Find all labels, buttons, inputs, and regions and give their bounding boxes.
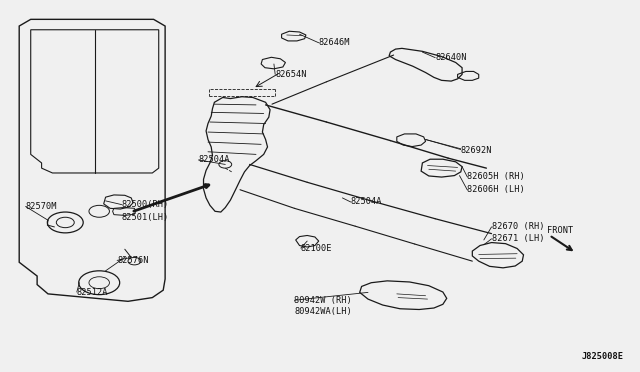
Text: 82605H (RH): 82605H (RH) (467, 172, 525, 181)
Text: 82671 (LH): 82671 (LH) (492, 234, 544, 243)
Text: 80942WA(LH): 80942WA(LH) (294, 307, 352, 316)
Text: 82692N: 82692N (461, 146, 492, 155)
Text: 82646M: 82646M (319, 38, 350, 47)
Text: 82670 (RH): 82670 (RH) (492, 222, 544, 231)
Text: J825008E: J825008E (582, 352, 624, 361)
Text: 82576N: 82576N (117, 256, 148, 265)
Text: 82654N: 82654N (275, 70, 307, 79)
Text: 82570M: 82570M (26, 202, 57, 211)
Text: 82512A: 82512A (77, 288, 108, 296)
Text: 82504A: 82504A (198, 155, 230, 164)
Text: 82640N: 82640N (435, 53, 467, 62)
Text: 82504A: 82504A (351, 198, 382, 206)
Text: 82500(RH): 82500(RH) (122, 200, 169, 209)
Text: 82606H (LH): 82606H (LH) (467, 185, 525, 194)
Text: 82501(LH): 82501(LH) (122, 213, 169, 222)
Text: 82100E: 82100E (301, 244, 332, 253)
Text: 80942W (RH): 80942W (RH) (294, 296, 352, 305)
Text: FRONT: FRONT (547, 226, 573, 235)
